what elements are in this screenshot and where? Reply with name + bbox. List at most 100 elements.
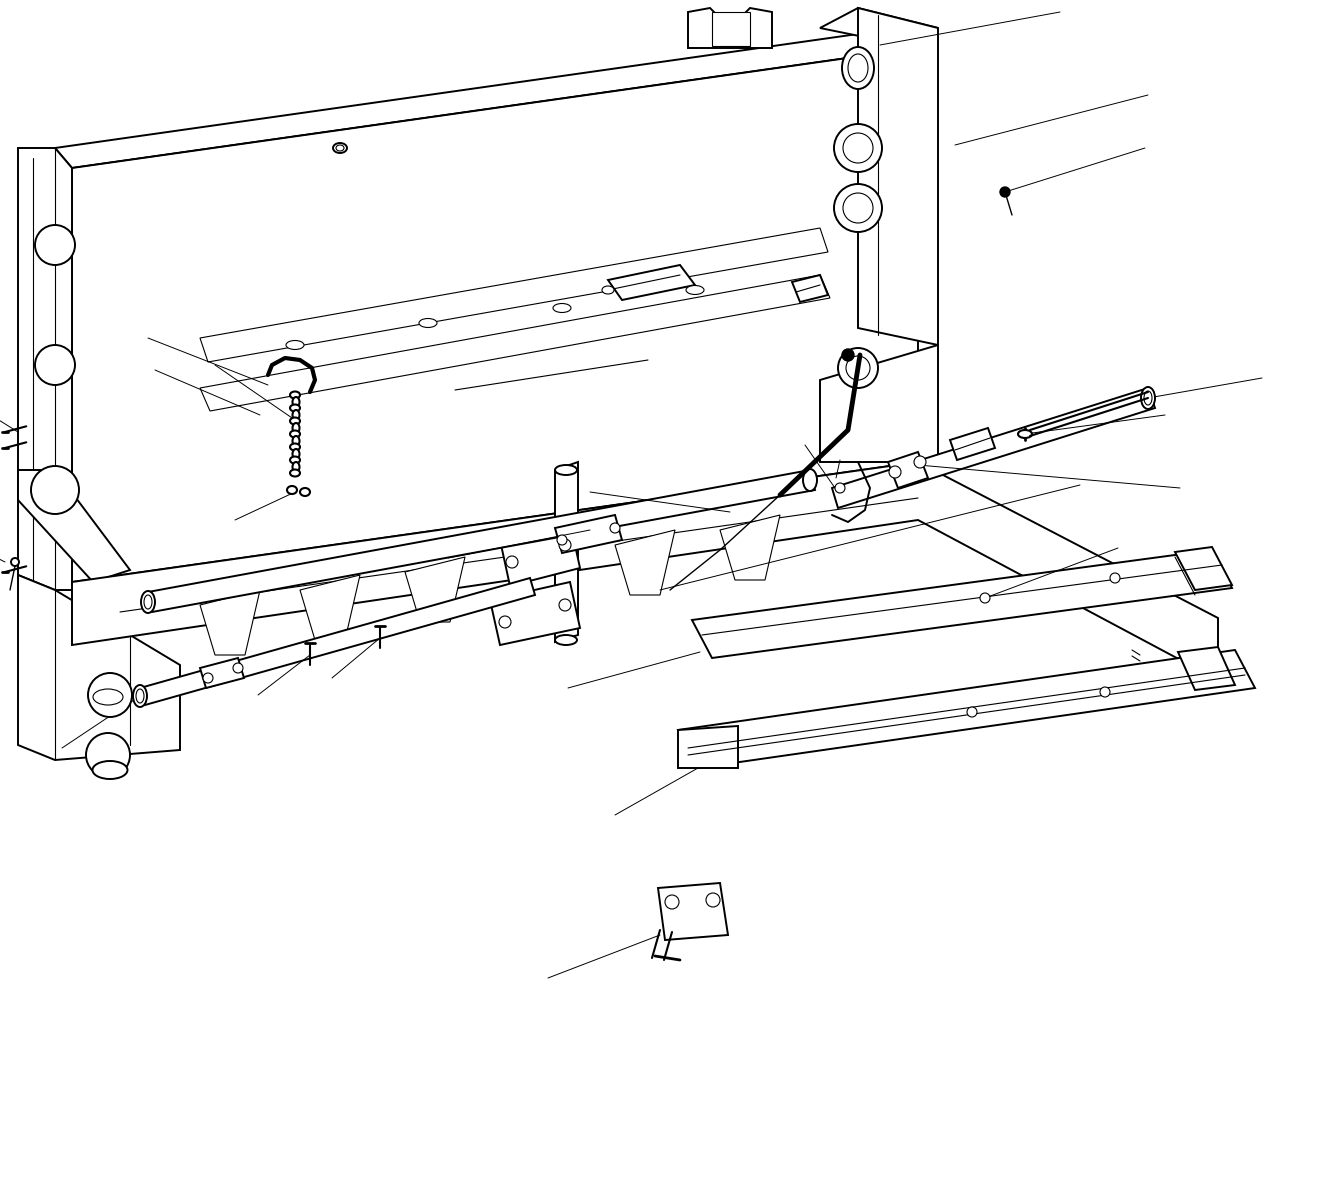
Polygon shape (18, 575, 180, 760)
Polygon shape (820, 8, 939, 48)
Ellipse shape (1018, 430, 1032, 438)
Ellipse shape (293, 397, 300, 407)
Circle shape (842, 349, 854, 361)
Polygon shape (554, 515, 622, 553)
Circle shape (610, 523, 620, 534)
Circle shape (88, 673, 132, 717)
Circle shape (706, 893, 719, 908)
Ellipse shape (290, 418, 300, 424)
Polygon shape (201, 657, 244, 688)
Polygon shape (820, 345, 939, 462)
Circle shape (836, 484, 845, 493)
Polygon shape (73, 48, 917, 582)
Polygon shape (148, 470, 814, 612)
Ellipse shape (144, 596, 152, 609)
Ellipse shape (333, 143, 347, 152)
Polygon shape (18, 148, 73, 590)
Ellipse shape (293, 462, 300, 472)
Polygon shape (678, 650, 1255, 768)
Circle shape (843, 193, 873, 223)
Ellipse shape (293, 436, 300, 445)
Ellipse shape (842, 46, 874, 89)
Polygon shape (500, 522, 579, 586)
Circle shape (834, 183, 882, 232)
Ellipse shape (847, 54, 869, 82)
Circle shape (1001, 187, 1010, 197)
Polygon shape (950, 428, 995, 460)
Circle shape (558, 540, 572, 551)
Circle shape (30, 466, 79, 515)
Polygon shape (300, 575, 360, 640)
Ellipse shape (1144, 391, 1152, 405)
Polygon shape (1177, 647, 1236, 690)
Polygon shape (711, 12, 750, 46)
Polygon shape (1175, 547, 1232, 590)
Circle shape (979, 593, 990, 603)
Circle shape (36, 225, 75, 266)
Polygon shape (688, 8, 772, 48)
Circle shape (203, 673, 213, 682)
Ellipse shape (290, 456, 300, 463)
Ellipse shape (290, 405, 300, 412)
Ellipse shape (300, 488, 310, 495)
Circle shape (86, 732, 129, 777)
Circle shape (843, 133, 873, 163)
Ellipse shape (290, 392, 300, 399)
Ellipse shape (554, 464, 577, 475)
Polygon shape (792, 275, 828, 303)
Circle shape (888, 466, 902, 478)
Circle shape (1100, 687, 1110, 697)
Circle shape (968, 707, 977, 717)
Circle shape (558, 599, 572, 611)
Polygon shape (201, 590, 260, 655)
Ellipse shape (133, 685, 147, 707)
Circle shape (234, 663, 243, 673)
Polygon shape (657, 883, 729, 940)
Ellipse shape (290, 469, 300, 476)
Polygon shape (490, 582, 579, 646)
Circle shape (36, 345, 75, 385)
Ellipse shape (418, 318, 437, 328)
Circle shape (838, 348, 878, 388)
Polygon shape (201, 227, 828, 362)
Ellipse shape (92, 761, 128, 779)
Ellipse shape (337, 145, 345, 151)
Ellipse shape (1140, 387, 1155, 409)
Ellipse shape (293, 449, 300, 459)
Ellipse shape (286, 486, 297, 494)
Ellipse shape (293, 410, 300, 420)
Ellipse shape (141, 591, 154, 613)
Ellipse shape (290, 430, 300, 437)
Circle shape (846, 356, 870, 380)
Ellipse shape (803, 469, 817, 491)
Circle shape (1110, 573, 1119, 584)
Ellipse shape (92, 690, 123, 705)
Polygon shape (615, 530, 675, 596)
Polygon shape (719, 515, 780, 580)
Ellipse shape (286, 341, 304, 349)
Polygon shape (55, 29, 917, 168)
Circle shape (499, 616, 511, 628)
Ellipse shape (136, 690, 144, 703)
Circle shape (557, 535, 568, 545)
Ellipse shape (553, 304, 572, 312)
Polygon shape (888, 453, 928, 488)
Polygon shape (678, 727, 738, 768)
Ellipse shape (686, 286, 704, 294)
Circle shape (913, 456, 927, 468)
Circle shape (11, 559, 18, 566)
Circle shape (665, 894, 678, 909)
Polygon shape (692, 550, 1232, 657)
Ellipse shape (293, 423, 300, 434)
Polygon shape (201, 275, 830, 411)
Ellipse shape (554, 635, 577, 646)
Ellipse shape (602, 286, 614, 294)
Circle shape (834, 124, 882, 172)
Polygon shape (140, 578, 535, 705)
Polygon shape (832, 388, 1155, 509)
Circle shape (506, 556, 517, 568)
Polygon shape (18, 470, 129, 582)
Polygon shape (554, 462, 578, 642)
Polygon shape (405, 557, 465, 622)
Polygon shape (510, 545, 570, 610)
